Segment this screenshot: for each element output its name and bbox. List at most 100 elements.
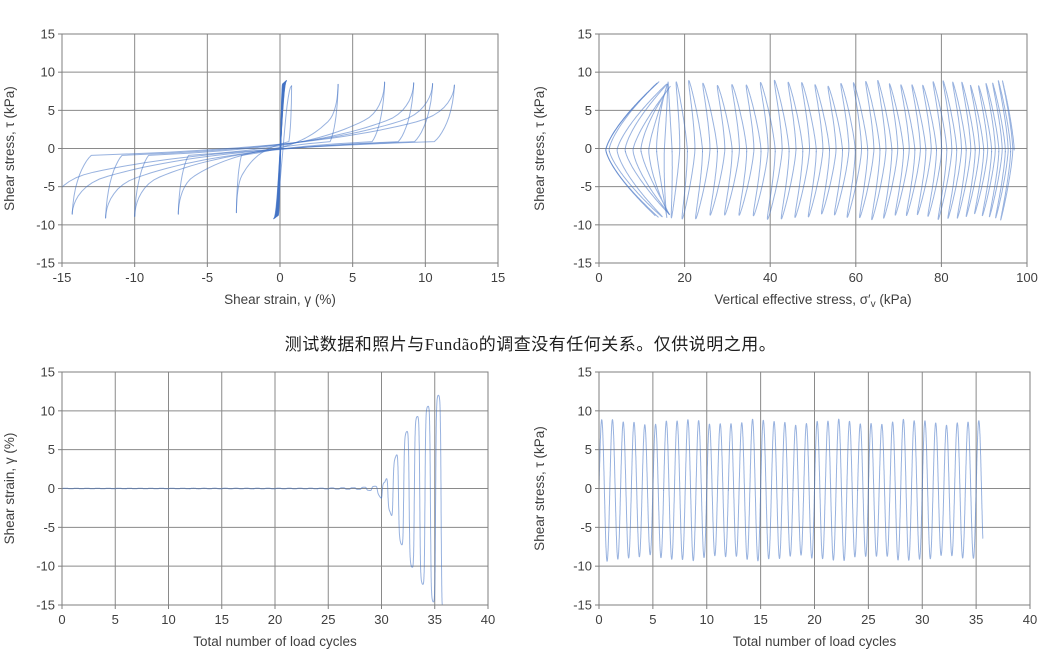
data-series-path [995,80,1012,219]
y-tick-label: -15 [36,256,55,271]
x-tick-label: 20 [677,270,691,285]
data-series-path [134,81,386,217]
data-series-path [381,394,443,605]
x-axis-title: Total number of load cycles [733,634,897,649]
data-series-path [71,83,434,215]
data-series-path [727,418,794,562]
data-series-path [681,80,703,220]
y-tick-label: 15 [578,365,592,380]
x-tick-label: 15 [215,612,229,627]
x-tick-label: 40 [481,612,495,627]
data-series-path [189,487,255,490]
x-tick-label: 80 [934,270,948,285]
y-tick-label: 0 [585,141,592,156]
chart-strain-history-figure: 0 5 10 15 20 25 30 35 40 -15 -10 -5 0 5 10 15 Total numb… [0,360,530,662]
x-tick-label: 0 [276,270,283,285]
data-series-path [947,81,967,219]
data-series-path [752,82,776,217]
data-series-path [833,83,856,216]
x-tick-label: 100 [1016,270,1038,285]
x-tick-label: 30 [374,612,388,627]
x-tick-label: 10 [418,270,432,285]
y-tick-label: 10 [578,403,592,418]
data-series-path [317,485,382,499]
x-axis-title: Vertical effective stress, σ′v (kPa) [714,292,911,310]
axis-tick-labels: -15 -10 -5 0 5 10 15 -15 -10 -5 0 5 10 15 [36,27,505,286]
x-tick-label: 40 [763,270,777,285]
series-group [62,80,455,220]
y-tick-label: 15 [41,365,55,380]
y-tick-label: -10 [573,559,592,574]
x-tick-label: 35 [969,612,983,627]
data-series-path [965,84,985,217]
x-tick-label: -10 [125,270,144,285]
axis-ticks [58,33,499,267]
data-series-path [738,84,762,216]
series-group [599,418,984,562]
y-tick-label: 10 [578,65,592,80]
x-tick-label: -15 [53,270,72,285]
series-group [605,79,1015,221]
x-tick-label: 20 [268,612,282,627]
data-series-path [724,84,748,216]
data-series-path [894,84,916,216]
data-series-path [794,82,817,218]
x-tick-label: 40 [1023,612,1037,627]
data-series-path [956,81,976,219]
x-axis-title: Shear strain, γ (%) [224,292,336,307]
x-tick-label: 0 [595,612,602,627]
disclaimer-caption: 测试数据和照片与Fundão的调查没有任何关系。仅供说明之用。 [284,334,777,354]
y-tick-label: 15 [578,27,592,42]
y-tick-label: -10 [573,217,592,232]
data-series-path [927,81,948,217]
y-tick-label: -15 [36,598,55,613]
series-group [62,394,443,605]
y-tick-label: 5 [585,103,592,118]
y-tick-label: 10 [41,403,55,418]
data-series-path [670,81,688,219]
data-series-path [608,83,668,218]
data-series-path [605,81,660,216]
data-series-path [883,83,904,219]
axis-tick-labels: 0 5 10 15 20 25 30 35 40 -15 -10 -5 0 5 10 15 [573,365,1037,628]
data-series-path [871,80,893,221]
data-series-path [857,418,923,561]
data-series-path [62,84,455,189]
chart-stress-vs-effective-stress: 0 20 40 60 80 100 -15 -10 -5 0 5 10 15 Vertical effec… [532,27,1038,311]
x-tick-label: 25 [861,612,875,627]
data-series-path [1000,80,1015,221]
x-tick-label: 5 [112,612,119,627]
data-series-path [253,487,319,490]
data-series-path [235,85,293,214]
y-tick-label: -5 [580,520,592,535]
y-tick-label: -10 [36,217,55,232]
x-tick-label: 15 [491,270,505,285]
data-series-path [921,420,984,560]
x-tick-label: 20 [807,612,821,627]
y-axis-title: Shear stress, τ (kPa) [532,426,547,551]
y-tick-label: -5 [43,179,55,194]
axis-ticks [595,33,1028,267]
x-tick-label: -5 [202,270,214,285]
data-series-path [599,419,665,562]
y-tick-label: 0 [585,481,592,496]
axis-ticks [58,371,489,609]
data-series-path [821,85,843,215]
x-tick-label: 60 [849,270,863,285]
y-axis-title: Shear stress, τ (kPa) [532,86,547,211]
data-series-path [905,84,927,216]
data-series-path [624,85,671,216]
axis-ticks [595,371,1031,609]
x-tick-label: 25 [321,612,335,627]
x-tick-label: 30 [915,612,929,627]
chart-strain-vs-cycles: 0 5 10 15 20 25 30 35 40 -15 -10 -5 0 5 10 15 Total numb… [2,365,495,650]
axis-tick-labels: 0 5 10 15 20 25 30 35 40 -15 -10 -5 0 5 10 15 [36,365,495,628]
x-tick-label: 15 [753,612,767,627]
x-tick-label: 5 [649,612,656,627]
data-series-path [916,84,937,216]
y-tick-label: 5 [48,103,55,118]
y-tick-label: -5 [580,179,592,194]
y-tick-label: 15 [41,27,55,42]
axis-tick-labels: 0 20 40 60 80 100 -15 -10 -5 0 5 10 15 [573,27,1038,286]
